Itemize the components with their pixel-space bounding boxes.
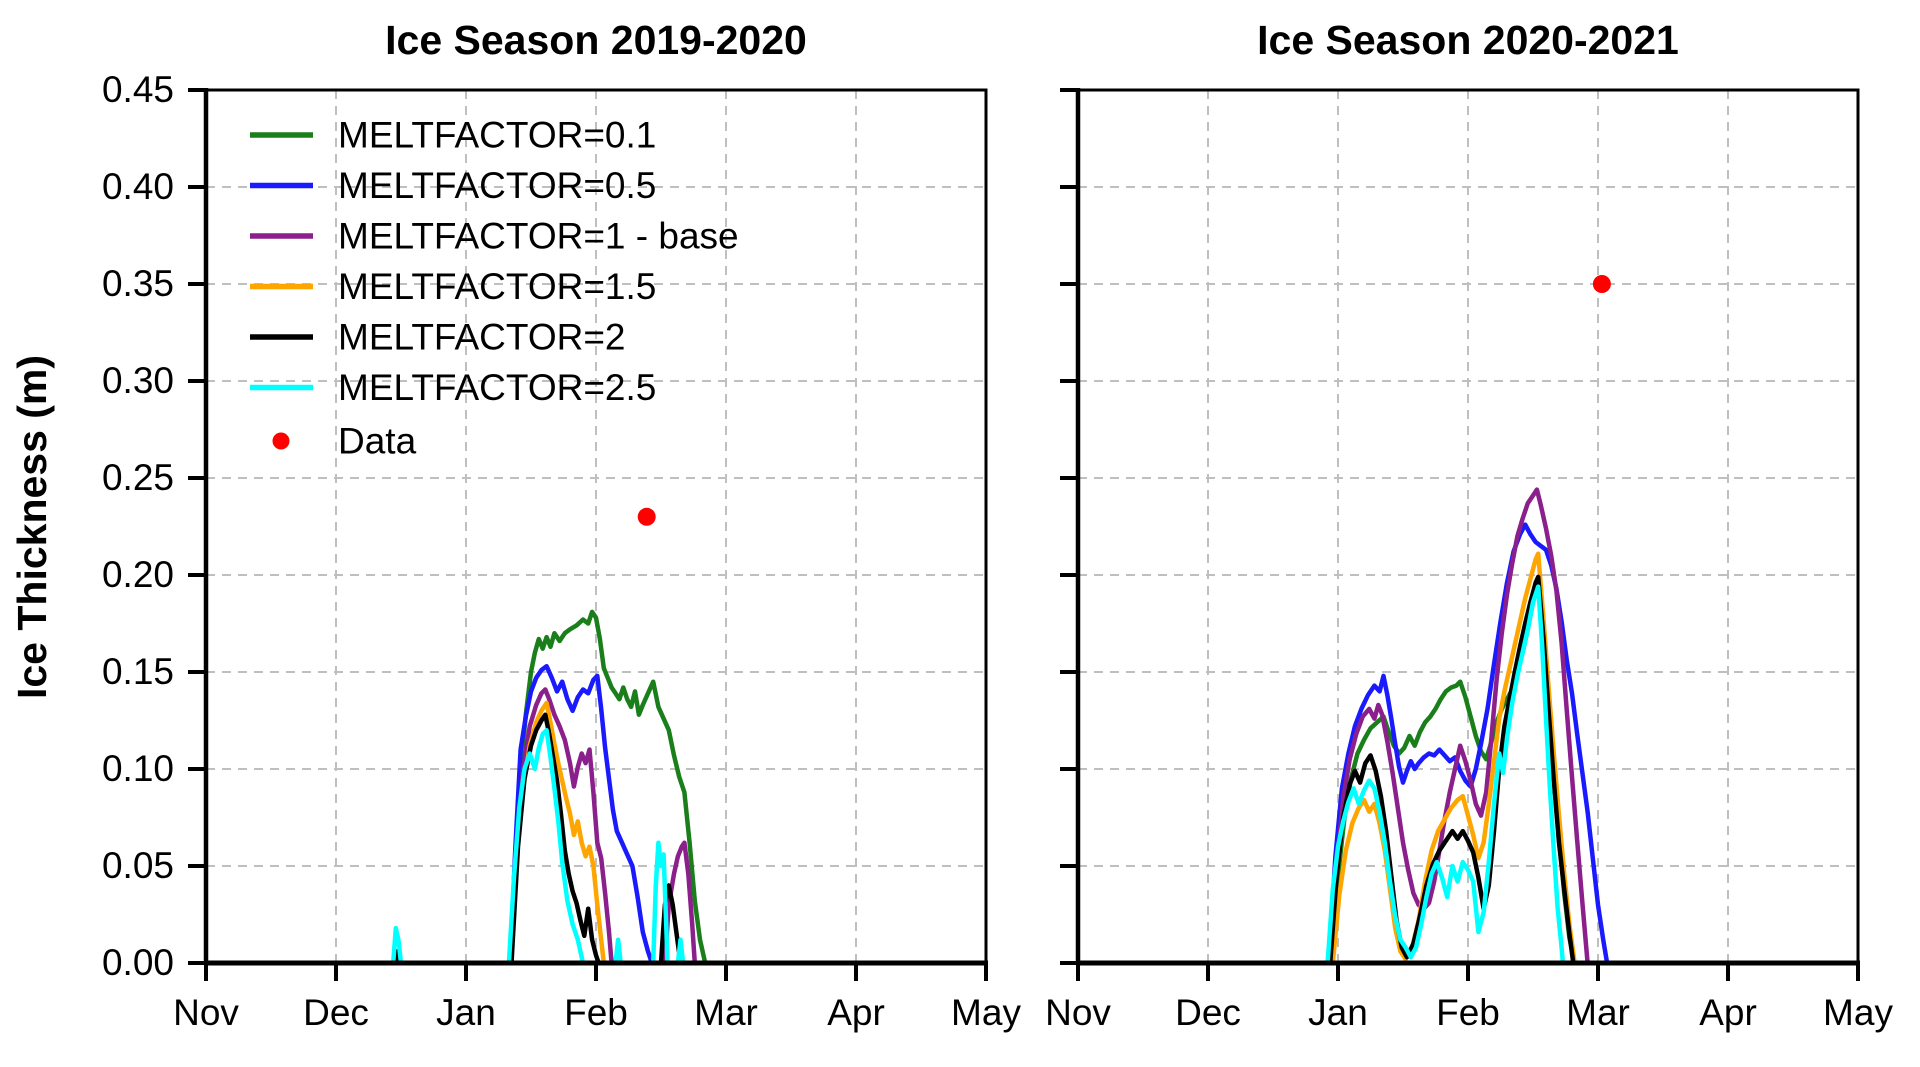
series-line-meltfactor-2-5 [390,925,404,966]
x-tick-label: Feb [1436,992,1500,1033]
series-line-meltfactor-2-5 [506,727,586,966]
x-tick-label: Apr [827,992,885,1033]
legend-label: Data [338,421,417,462]
y-tick-label: 0.15 [102,651,174,692]
series-meltfactor-2-5 [390,727,686,966]
x-tick-label: Dec [1175,992,1241,1033]
legend-item: MELTFACTOR=0.5 [250,165,656,206]
y-tick-label: 0.20 [102,554,174,595]
legend: MELTFACTOR=0.1 MELTFACTOR=0.5 MELTFACTOR=1… [250,115,739,462]
x-tick-label: Mar [694,992,758,1033]
x-tick-label: Apr [1699,992,1757,1033]
data-point [1592,275,1611,293]
legend-label: MELTFACTOR=1 - base [338,216,739,257]
y-tick-label: 0.10 [102,748,174,789]
x-tick-label: Jan [1308,992,1368,1033]
y-tick-label: 0.25 [102,457,174,498]
x-tick-label: Mar [1566,992,1630,1033]
panel-title: Ice Season 2019-2020 [385,17,807,63]
legend-item: Data [272,421,417,462]
x-tick-label: May [1823,992,1893,1033]
series-line-meltfactor-2-5 [613,937,623,966]
y-tick-label: 0.05 [102,845,174,886]
series-line-meltfactor-1-5 [1330,551,1577,966]
y-tick-label: 0.40 [102,166,174,207]
y-axis-title: Ice Thickness (m) [9,355,55,699]
legend-item: MELTFACTOR=1 - base [250,216,739,257]
series-line-meltfactor-0-1 [507,609,708,966]
ticks [1060,88,1860,981]
series-line-meltfactor-2-5 [650,840,670,966]
y-tick-label: 0.45 [102,69,174,110]
ticks [188,88,988,981]
series-meltfactor-2 [1327,574,1576,966]
series-line-meltfactor-0-5 [1326,522,1610,966]
series-line-meltfactor-0-5 [507,663,655,966]
series-line-meltfactor-2-5 [1325,584,1566,966]
x-tick-label: Jan [436,992,496,1033]
legend-item: MELTFACTOR=1.5 [250,266,656,307]
series-meltfactor-0-1 [507,609,708,966]
x-tick-label: Nov [1045,992,1111,1033]
legend-label: MELTFACTOR=1.5 [338,266,656,307]
series-meltfactor-2-5 [1325,584,1566,966]
legend-label: MELTFACTOR=2 [338,317,626,358]
y-tick-label: 0.00 [102,942,174,983]
series-line-meltfactor-1-base [1327,487,1590,966]
x-tick-label: Feb [564,992,628,1033]
legend-item: MELTFACTOR=2.5 [250,367,656,408]
legend-item: MELTFACTOR=2 [250,317,626,358]
y-tick-label: 0.30 [102,360,174,401]
panel-title: Ice Season 2020-2021 [1257,17,1679,63]
series-meltfactor-1-base [1327,487,1590,966]
x-tick-label: May [951,992,1021,1033]
series-meltfactor-1-5 [1330,551,1577,966]
grid [1078,90,1858,963]
series-line-meltfactor-1-base [507,687,614,966]
legend-label: MELTFACTOR=2.5 [338,367,656,408]
legend-label: MELTFACTOR=0.1 [338,115,656,156]
grid [206,90,986,963]
panel-ice-season-2020-2021: Nov Dec Jan Feb Mar Apr May Ice Season 2020-202… [1045,17,1893,1033]
legend-label: MELTFACTOR=0.5 [338,165,656,206]
series-meltfactor-0-5 [507,663,655,966]
x-tick-label: Nov [173,992,239,1033]
series-meltfactor-0-5 [1326,522,1610,966]
legend-data-marker [272,432,290,450]
legend-item: MELTFACTOR=0.1 [250,115,656,156]
data-point [637,507,656,526]
panel-ice-season-2019-2020: Nov Dec Jan Feb Mar Apr May 0.00 0.05 0.10 0.15 0.2… [102,17,1021,1033]
series-line-meltfactor-2-5 [675,937,686,966]
series-line-meltfactor-2 [1327,574,1576,966]
y-tick-label: 0.35 [102,263,174,304]
series-line-meltfactor-2 [509,712,601,966]
x-tick-label: Dec [303,992,369,1033]
